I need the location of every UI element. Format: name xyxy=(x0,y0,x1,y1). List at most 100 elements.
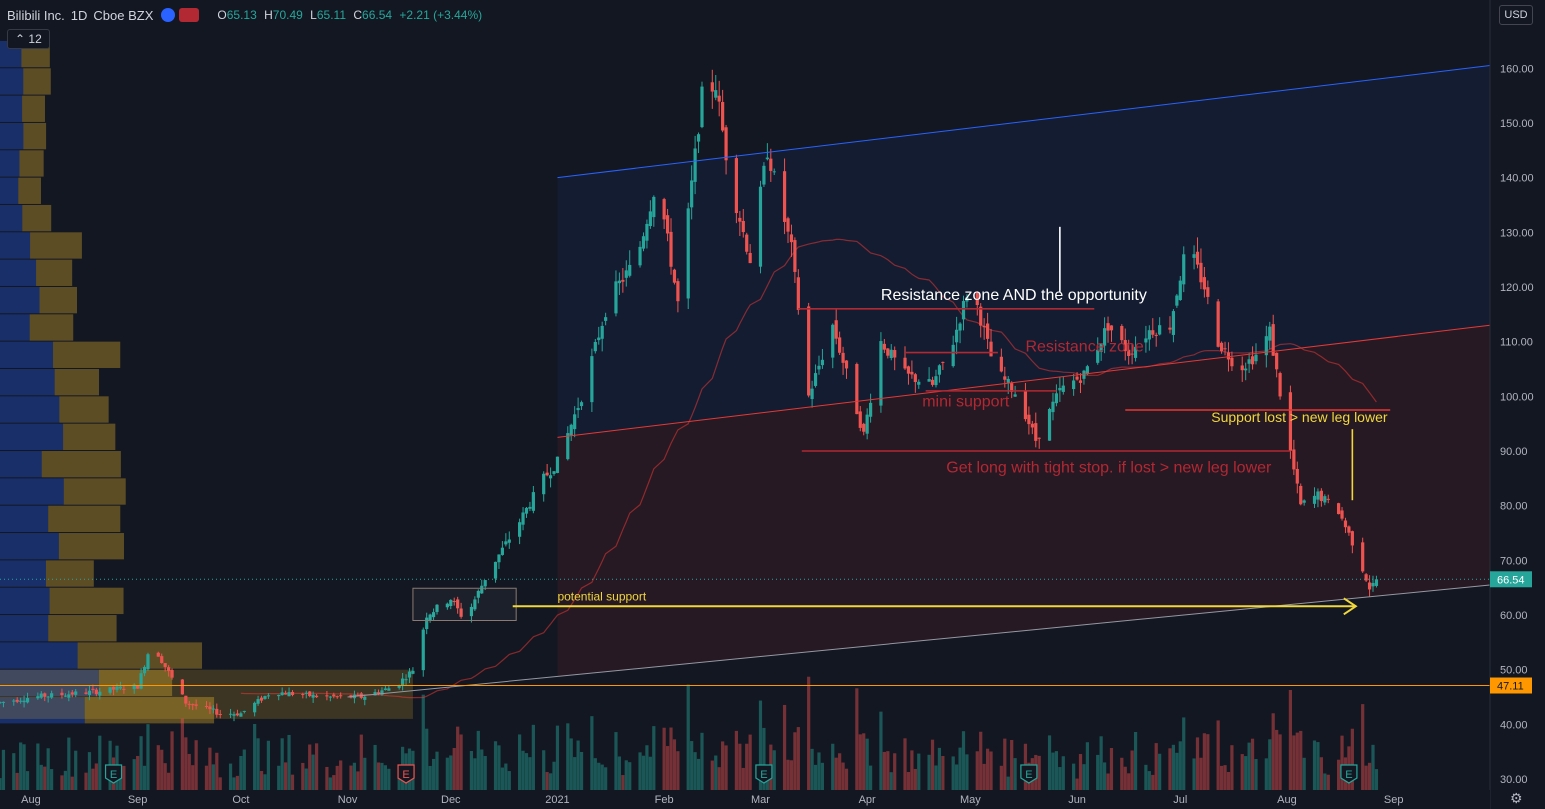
candle[interactable] xyxy=(1182,254,1186,285)
candle[interactable] xyxy=(15,699,19,702)
candle[interactable] xyxy=(1006,378,1010,383)
candle[interactable] xyxy=(84,692,88,694)
candle[interactable] xyxy=(314,695,319,698)
highlight-box[interactable] xyxy=(412,587,517,622)
candle[interactable] xyxy=(524,507,529,514)
candle[interactable] xyxy=(521,512,525,525)
candle[interactable] xyxy=(641,236,646,249)
candle[interactable] xyxy=(425,617,429,630)
candle[interactable] xyxy=(122,688,126,690)
candle[interactable] xyxy=(1013,394,1017,397)
candle[interactable] xyxy=(507,539,511,543)
earnings-marker[interactable] xyxy=(397,764,415,784)
candle[interactable] xyxy=(955,329,959,343)
candle[interactable] xyxy=(820,359,825,366)
candle[interactable] xyxy=(961,301,966,320)
candle[interactable] xyxy=(266,695,271,697)
candle[interactable] xyxy=(1154,334,1158,336)
candle[interactable] xyxy=(1323,496,1327,503)
candle[interactable] xyxy=(600,325,604,339)
candle[interactable] xyxy=(676,281,680,302)
candle[interactable] xyxy=(886,348,890,356)
candle[interactable] xyxy=(975,293,979,305)
candle[interactable] xyxy=(136,685,140,689)
candle[interactable] xyxy=(1003,376,1007,380)
candle[interactable] xyxy=(1147,330,1151,340)
candle[interactable] xyxy=(180,679,184,695)
candle[interactable] xyxy=(74,691,78,695)
candle[interactable] xyxy=(573,414,577,430)
candle[interactable] xyxy=(762,165,766,185)
candle[interactable] xyxy=(36,696,40,699)
candle[interactable] xyxy=(930,379,935,385)
candle[interactable] xyxy=(555,456,560,473)
candle[interactable] xyxy=(108,687,112,693)
candle[interactable] xyxy=(98,691,102,696)
earnings-marker[interactable] xyxy=(755,764,773,784)
symbol-header[interactable]: Bilibili Inc. 1D Cboe BZX O65.13 H70.49 … xyxy=(7,5,482,25)
candle[interactable] xyxy=(280,692,284,696)
candle[interactable] xyxy=(528,506,532,509)
candle[interactable] xyxy=(1343,520,1348,528)
candle[interactable] xyxy=(1264,336,1268,356)
candle[interactable] xyxy=(1367,582,1372,590)
candle[interactable] xyxy=(60,692,64,695)
candle[interactable] xyxy=(1192,254,1196,258)
candle[interactable] xyxy=(1082,370,1086,379)
candle[interactable] xyxy=(191,704,195,706)
candle[interactable] xyxy=(717,95,721,102)
candle[interactable] xyxy=(452,601,456,603)
candle[interactable] xyxy=(913,374,917,382)
candle[interactable] xyxy=(1371,582,1375,587)
candle[interactable] xyxy=(445,603,449,608)
candle[interactable] xyxy=(748,252,752,264)
candle[interactable] xyxy=(1075,376,1079,380)
indicators-toggle[interactable]: ⌃ 12 xyxy=(7,29,50,49)
candle[interactable] xyxy=(1027,414,1031,425)
candle[interactable] xyxy=(239,713,243,717)
candle[interactable] xyxy=(906,366,911,374)
candle[interactable] xyxy=(917,381,921,385)
candle[interactable] xyxy=(1085,366,1089,375)
candle[interactable] xyxy=(693,148,697,182)
candle[interactable] xyxy=(624,270,628,278)
candle[interactable] xyxy=(1199,262,1203,283)
candle[interactable] xyxy=(844,360,849,369)
candle[interactable] xyxy=(428,614,432,621)
candle[interactable] xyxy=(710,82,714,92)
candle[interactable] xyxy=(435,604,439,612)
candle[interactable] xyxy=(404,679,408,681)
candle[interactable] xyxy=(263,696,267,699)
candle[interactable] xyxy=(1,701,6,703)
candle[interactable] xyxy=(1219,342,1224,352)
candle[interactable] xyxy=(115,686,119,690)
candle[interactable] xyxy=(235,713,240,716)
candle[interactable] xyxy=(838,337,842,353)
candle[interactable] xyxy=(1061,385,1065,392)
candle[interactable] xyxy=(287,692,291,697)
candle[interactable] xyxy=(1123,340,1127,352)
candle[interactable] xyxy=(604,317,608,321)
candle[interactable] xyxy=(958,323,962,331)
candle[interactable] xyxy=(232,714,236,716)
candle[interactable] xyxy=(965,297,969,302)
trendline-channel-bottom[interactable] xyxy=(347,584,1491,698)
candle[interactable] xyxy=(170,670,174,678)
candle[interactable] xyxy=(215,708,219,715)
candle[interactable] xyxy=(1364,574,1368,581)
candle[interactable] xyxy=(421,629,425,671)
candle[interactable] xyxy=(339,695,343,697)
candle[interactable] xyxy=(1302,500,1306,503)
candle[interactable] xyxy=(160,656,164,663)
candle[interactable] xyxy=(25,697,30,703)
candle[interactable] xyxy=(19,700,23,702)
candle[interactable] xyxy=(734,158,738,214)
candle[interactable] xyxy=(518,522,522,537)
candle[interactable] xyxy=(132,684,136,690)
candle[interactable] xyxy=(373,692,377,696)
settings-gear-icon[interactable]: ⚙ xyxy=(1510,790,1523,806)
candle[interactable] xyxy=(789,234,794,243)
candle[interactable] xyxy=(531,492,535,511)
candle[interactable] xyxy=(1312,495,1317,504)
candle[interactable] xyxy=(204,705,209,707)
